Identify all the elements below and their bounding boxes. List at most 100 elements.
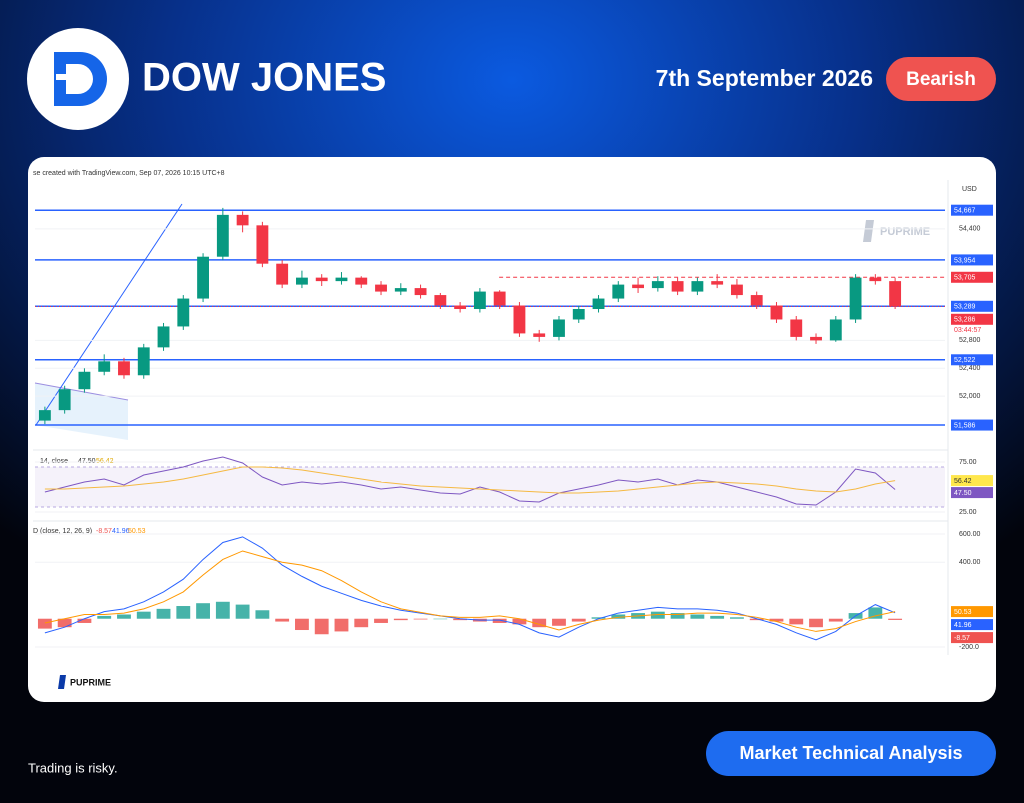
trend-line — [35, 203, 183, 426]
axis-tag-label: 54,667 — [954, 208, 976, 215]
histogram-bar — [789, 618, 804, 625]
candle-body — [533, 333, 546, 337]
disclaimer: Trading is risky. — [28, 760, 118, 775]
sentiment: Bearish — [906, 69, 976, 90]
histogram-bar — [334, 618, 349, 632]
axis-tag — [951, 354, 993, 366]
y-tick-label: 52,400 — [959, 365, 981, 372]
axis-tag — [951, 254, 993, 266]
attribution: se created with TradingView.com, Sep 07,… — [33, 170, 225, 177]
axis-tag-label: 53,954 — [954, 257, 976, 264]
chart-card — [28, 157, 996, 702]
histogram-bar — [769, 618, 784, 622]
sentiment-badge — [886, 57, 996, 101]
candle-body — [58, 389, 71, 411]
candle-body — [810, 336, 822, 341]
histogram-bar — [670, 613, 685, 619]
y-tick-label: 52,800 — [959, 337, 981, 344]
histogram-bar — [374, 618, 388, 623]
rsi-band — [35, 467, 945, 507]
histogram-bar — [453, 618, 468, 621]
histogram-bar — [77, 618, 92, 623]
histogram-bar — [57, 618, 72, 628]
logo-icon — [54, 52, 107, 106]
candle-body — [197, 256, 209, 299]
axis-tag — [951, 419, 993, 431]
candle-body — [216, 214, 229, 257]
y-tick-label: 600.00 — [959, 531, 981, 538]
axis-tag-label: 53,286 — [954, 317, 976, 324]
candle-body — [335, 277, 348, 282]
candle-body — [157, 326, 170, 348]
candle-body — [256, 225, 269, 264]
candle-body — [632, 284, 644, 289]
histogram-bar — [413, 618, 428, 620]
indicator-line — [44, 456, 896, 506]
axis-tag — [951, 487, 993, 499]
macd-legend-value: 50.53 — [128, 528, 146, 535]
watermark-icon — [863, 220, 874, 242]
axis-tag — [951, 204, 993, 216]
logo-cut — [56, 74, 72, 80]
candle-body — [38, 410, 51, 421]
candle-body — [296, 277, 308, 285]
histogram-bar — [176, 606, 191, 619]
histogram-bar — [393, 618, 408, 621]
candle-body — [315, 277, 328, 282]
countdown: 03:44:57 — [954, 327, 981, 334]
candle-body — [869, 277, 882, 282]
histogram-bar — [37, 618, 52, 629]
cta-label[interactable]: Market Technical Analysis — [739, 743, 962, 763]
histogram-bar — [552, 618, 566, 626]
candle-body — [375, 284, 387, 292]
histogram-bar — [433, 618, 448, 620]
candle-body — [750, 295, 763, 306]
histogram-bar — [532, 618, 547, 628]
candle-body — [137, 347, 150, 376]
axis-tag-label: 56.42 — [954, 478, 972, 485]
histogram-bar — [136, 611, 151, 619]
candle-body — [78, 371, 91, 390]
axis-tag-label: 47.50 — [954, 490, 972, 497]
axis-tag — [951, 475, 993, 487]
cta-button[interactable] — [706, 731, 996, 776]
candle-body — [592, 298, 605, 310]
histogram-bar — [749, 618, 764, 621]
histogram-bar — [571, 618, 586, 622]
histogram-bar — [730, 617, 744, 619]
y-tick-label: 52,000 — [959, 393, 981, 400]
candle-body — [612, 284, 625, 299]
y-tick-label: 54,400 — [959, 226, 981, 233]
axis-tag — [951, 606, 993, 618]
indicator-line — [44, 550, 896, 632]
candle-body — [236, 214, 249, 226]
candle-body — [493, 291, 506, 306]
rsi-legend-value: 56.42 — [96, 458, 114, 465]
candle-body — [98, 361, 111, 372]
macd-legend-value: -8.57 — [96, 528, 112, 535]
axis-tag-label: 41.96 — [954, 622, 972, 629]
candle-body — [276, 263, 289, 285]
histogram-bar — [117, 614, 131, 619]
y-tick-label: 75.00 — [959, 459, 977, 466]
histogram-bar — [650, 611, 665, 619]
candle-body — [473, 291, 486, 310]
footer-logo-icon — [58, 675, 66, 689]
axis-tag — [951, 271, 993, 283]
histogram-bar — [215, 601, 230, 619]
currency: USD — [962, 186, 977, 193]
histogram-bar — [354, 618, 369, 628]
histogram-bar — [809, 618, 823, 628]
axis-tag — [951, 300, 993, 312]
candle-body — [572, 309, 585, 320]
pattern-line — [34, 382, 129, 401]
histogram-bar — [512, 618, 527, 625]
candle-body — [671, 281, 684, 292]
watermark: PUPRIME — [880, 226, 930, 238]
axis-tag — [951, 313, 993, 325]
axis-tag-label: 52,522 — [954, 357, 976, 364]
histogram-bar — [492, 618, 507, 623]
candle-body — [691, 281, 704, 292]
histogram-bar — [690, 614, 705, 619]
